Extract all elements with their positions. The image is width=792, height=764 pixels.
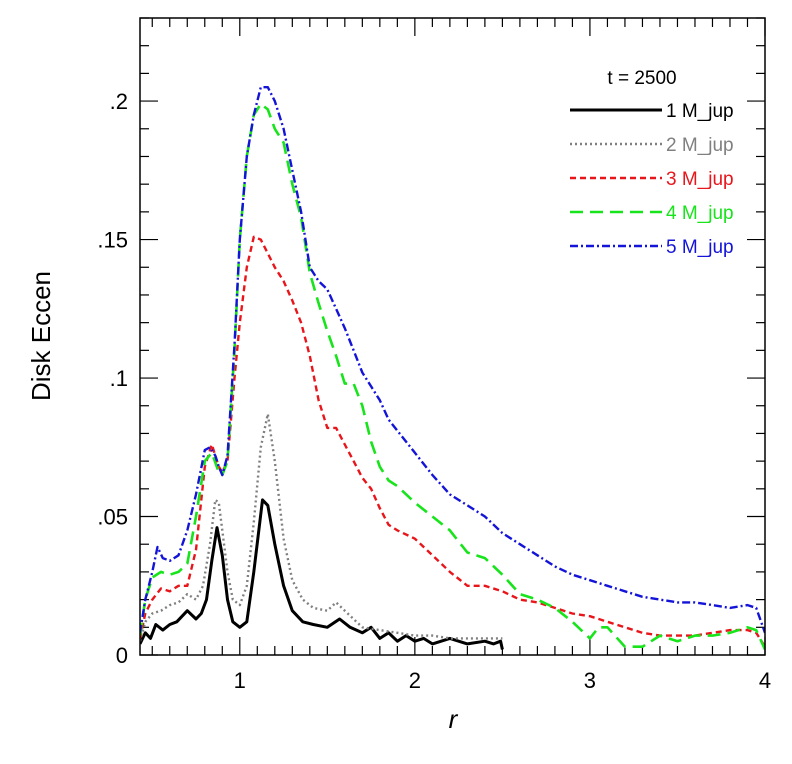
y-tick-label: .2 [110, 89, 128, 114]
series-line [140, 498, 504, 650]
series-line [140, 102, 765, 651]
tick-labels: 1 2 3 4 0 .05 .1 .15 .2 [97, 89, 771, 693]
legend-label: 1 M_jup [666, 101, 734, 122]
y-tick-label: .1 [110, 366, 128, 391]
legend-label: 3 M_jup [666, 169, 734, 190]
series-line [140, 235, 765, 648]
legend: t = 2500 1 M_jup 2 M_jup 3 M_jup 4 M_jup 5 M… [570, 68, 734, 258]
y-tick-label: 0 [116, 643, 128, 668]
y-axis-label: Disk Eccen [26, 271, 56, 401]
legend-label: 4 M_jup [666, 203, 734, 224]
x-tick-label: 1 [234, 668, 246, 693]
x-tick-label: 3 [584, 668, 596, 693]
y-tick-label: .15 [97, 228, 128, 253]
plot-frame [139, 17, 766, 656]
x-tick-label: 2 [409, 668, 421, 693]
x-tick-label: 4 [759, 668, 771, 693]
y-tick-label: .05 [97, 505, 128, 530]
legend-label: 2 M_jup [666, 135, 734, 156]
series-lines [140, 86, 765, 651]
legend-title: t = 2500 [607, 68, 676, 89]
x-axis-label: r [449, 704, 459, 734]
series-line [140, 86, 765, 634]
legend-label: 5 M_jup [666, 237, 734, 258]
series-line [140, 412, 503, 642]
